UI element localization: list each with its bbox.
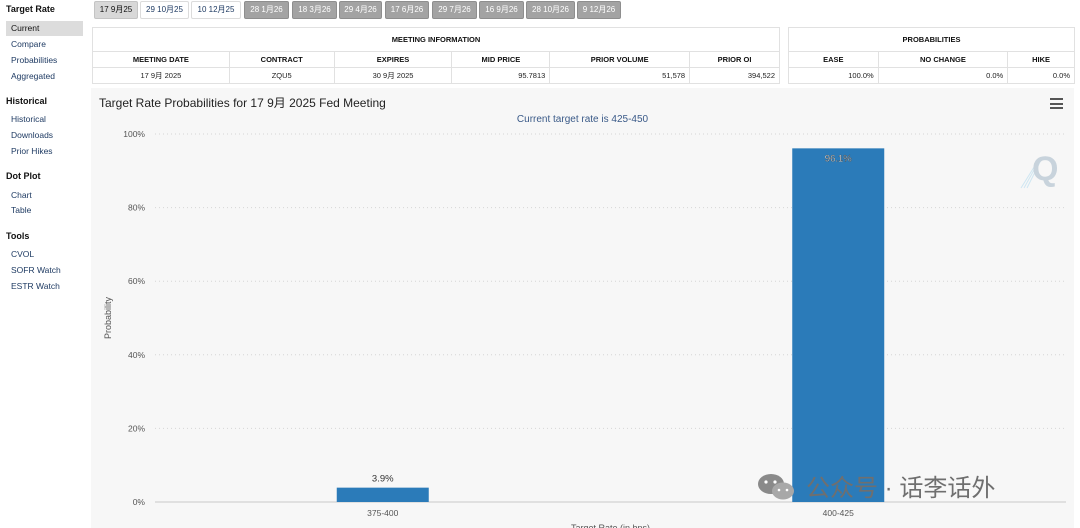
data-label-375-400: 3.9% bbox=[372, 474, 394, 485]
y-tick-label: 60% bbox=[128, 276, 145, 286]
sidebar-section-dot-plot: Dot Plot bbox=[6, 171, 41, 181]
probabilities-header: PROBABILITIES bbox=[788, 27, 1075, 52]
meeting-info-header: MEETING INFORMATION bbox=[92, 27, 780, 52]
x-tick-label: 400-425 bbox=[823, 508, 854, 518]
svg-text:Q: Q bbox=[1032, 150, 1058, 188]
col-prior-oi: PRIOR OI bbox=[689, 51, 780, 68]
tab-meeting-3[interactable]: 28 1月26 bbox=[244, 1, 289, 19]
y-axis-title: Probability bbox=[103, 296, 113, 339]
tab-meeting-10[interactable]: 9 12月26 bbox=[577, 1, 621, 19]
col-prior-volume: PRIOR VOLUME bbox=[549, 51, 691, 68]
tab-meeting-0[interactable]: 17 9月25 bbox=[94, 1, 138, 19]
tab-meeting-5[interactable]: 29 4月26 bbox=[339, 1, 382, 19]
chart-panel: 0% 20% 40% 60% 80% 100% 3.9% 375-400 96.1% 400-42… bbox=[91, 88, 1074, 528]
sidebar-item-estr-watch[interactable]: ESTR Watch bbox=[11, 281, 60, 291]
cell-mid-price: 95.7813 bbox=[451, 67, 551, 84]
tab-meeting-9[interactable]: 28 10月26 bbox=[526, 1, 575, 19]
col-expires: EXPIRES bbox=[333, 51, 453, 68]
sidebar-section-historical: Historical bbox=[6, 96, 48, 106]
tab-meeting-1[interactable]: 29 10月25 bbox=[140, 1, 189, 19]
col-mid-price: MID PRICE bbox=[451, 51, 551, 68]
cell-meeting-date: 17 9月 2025 bbox=[92, 67, 230, 84]
tab-meeting-6[interactable]: 17 6月26 bbox=[385, 1, 429, 19]
col-meeting-date: MEETING DATE bbox=[92, 51, 230, 68]
tab-meeting-8[interactable]: 16 9月26 bbox=[479, 1, 524, 19]
tab-meeting-4[interactable]: 18 3月26 bbox=[292, 1, 337, 19]
col-ease: EASE bbox=[788, 51, 879, 68]
y-tick-label: 80% bbox=[128, 203, 145, 213]
sidebar-item-cvol[interactable]: CVOL bbox=[11, 249, 35, 259]
sidebar-item-aggregated[interactable]: Aggregated bbox=[11, 71, 55, 81]
sidebar-item-historical[interactable]: Historical bbox=[11, 114, 46, 124]
col-contract: CONTRACT bbox=[228, 51, 335, 68]
x-tick-label: 375-400 bbox=[367, 508, 398, 518]
sidebar-section-target-rate: Target Rate bbox=[6, 4, 55, 14]
tab-meeting-2[interactable]: 10 12月25 bbox=[191, 1, 241, 19]
cell-expires: 30 9月 2025 bbox=[333, 67, 453, 84]
y-tick-label: 20% bbox=[128, 423, 145, 433]
probability-bar-chart: 0% 20% 40% 60% 80% 100% 3.9% 375-400 96.1% 400-42… bbox=[103, 129, 1066, 528]
cell-ease: 100.0% bbox=[788, 67, 879, 84]
sidebar-item-probabilities[interactable]: Probabilities bbox=[11, 55, 58, 65]
data-label-400-425: 96.1% bbox=[825, 153, 852, 164]
hamburger-menu-icon[interactable] bbox=[1050, 98, 1063, 109]
sidebar-section-tools: Tools bbox=[6, 231, 30, 241]
bar-375-400[interactable] bbox=[336, 487, 429, 502]
table-row: 100.0% 0.0% 0.0% bbox=[788, 67, 1075, 84]
sidebar-item-prior-hikes[interactable]: Prior Hikes bbox=[11, 146, 53, 156]
sidebar: Target Rate Current Compare Probabilitie… bbox=[0, 0, 88, 528]
col-hike: HIKE bbox=[1007, 51, 1075, 68]
bar-400-425[interactable] bbox=[792, 148, 885, 503]
table-row: 17 9月 2025 ZQU5 30 9月 2025 95.7813 51,57… bbox=[92, 67, 780, 84]
sidebar-item-table[interactable]: Table bbox=[11, 205, 32, 215]
cell-prior-oi: 394,522 bbox=[689, 67, 780, 84]
sidebar-item-sofr-watch[interactable]: SOFR Watch bbox=[11, 265, 61, 275]
sidebar-item-downloads[interactable]: Downloads bbox=[11, 130, 54, 140]
col-no-change: NO CHANGE bbox=[877, 51, 1009, 68]
sidebar-item-chart[interactable]: Chart bbox=[11, 190, 32, 200]
sidebar-item-current[interactable]: Current bbox=[6, 21, 83, 36]
cell-contract: ZQU5 bbox=[228, 67, 335, 84]
q-logo: Q bbox=[1020, 150, 1058, 189]
meeting-info-table: MEETING INFORMATION MEETING DATE CONTRAC… bbox=[92, 27, 780, 84]
tab-meeting-7[interactable]: 29 7月26 bbox=[432, 1, 477, 19]
cell-hike: 0.0% bbox=[1007, 67, 1075, 84]
sidebar-item-compare[interactable]: Compare bbox=[11, 39, 46, 49]
chart-subtitle: Current target rate is 425-450 bbox=[516, 114, 649, 125]
chart-title: Target Rate Probabilities for 17 9月 2025… bbox=[99, 96, 386, 110]
probabilities-table: PROBABILITIES EASE NO CHANGE HIKE 100.0%… bbox=[788, 27, 1075, 84]
wechat-icon bbox=[758, 474, 794, 500]
y-tick-label: 0% bbox=[133, 497, 146, 507]
cell-no-change: 0.0% bbox=[877, 67, 1009, 84]
y-tick-label: 100% bbox=[123, 129, 145, 139]
y-tick-label: 40% bbox=[128, 350, 145, 360]
x-axis-title: Target Rate (in bps) bbox=[571, 523, 650, 528]
cell-prior-volume: 51,578 bbox=[549, 67, 691, 84]
watermark-text: 公众号 · 话李话外 bbox=[806, 475, 996, 502]
